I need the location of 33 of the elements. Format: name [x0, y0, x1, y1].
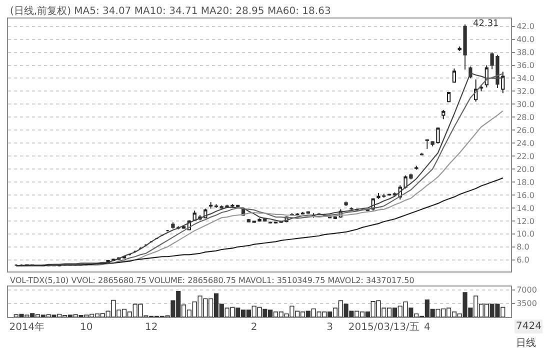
y-tick-label: 26.0: [516, 126, 534, 135]
y-tick-label: 30.0: [516, 100, 534, 109]
x-tick-label: 10: [80, 322, 93, 333]
chart-title: (日线,前复权) MA5: 34.07 MA10: 34.71 MA20: 28.95 MA60: 18.63: [10, 5, 331, 17]
y-tick-label: 3500: [516, 299, 537, 308]
y-tick-label: 22.0: [516, 152, 534, 161]
x-tick-label: 2014年: [9, 321, 45, 333]
y-tick-label: 28.0: [516, 112, 534, 122]
y-tick-label: 34.0: [516, 74, 534, 84]
y-tick-label: 7000: [516, 286, 537, 295]
y-tick-label: 16.0: [516, 190, 534, 200]
y-tick-label: 38.0: [516, 48, 534, 58]
y-tick-label: 14.0: [516, 204, 534, 213]
y-tick-label: 6.0: [516, 256, 530, 265]
x-tick-label: 3: [326, 322, 333, 333]
y-tick-label: 20.0: [516, 164, 534, 174]
y-tick-label: 36.0: [516, 61, 534, 70]
x-tick-label: 12: [144, 322, 158, 333]
chart-title: VOL-TDX(5,10) VVOL: 2865680.75 VOLUME: 2865680.75 MAVOL1: 3510349.75 MAVOL2: 3437017.50: [10, 276, 414, 285]
annotation: 42.31: [473, 19, 499, 29]
x-tick-label: 2015/03/13/五: [348, 322, 420, 333]
y-tick-label: 12.0: [516, 216, 534, 226]
text: 日线: [516, 337, 536, 349]
x-tick-label: 4: [424, 322, 430, 333]
y-tick-label: 40.0: [516, 35, 534, 44]
text: 7424: [516, 321, 542, 332]
y-tick-label: 24.0: [516, 138, 534, 148]
y-tick-label: 32.0: [516, 87, 534, 96]
x-tick-label: 2: [250, 322, 258, 333]
y-tick-label: 10.0: [516, 230, 534, 239]
y-tick-label: 18.0: [516, 178, 534, 187]
y-tick-label: 8.0: [516, 242, 530, 252]
y-tick-label: 42.0: [516, 22, 534, 32]
